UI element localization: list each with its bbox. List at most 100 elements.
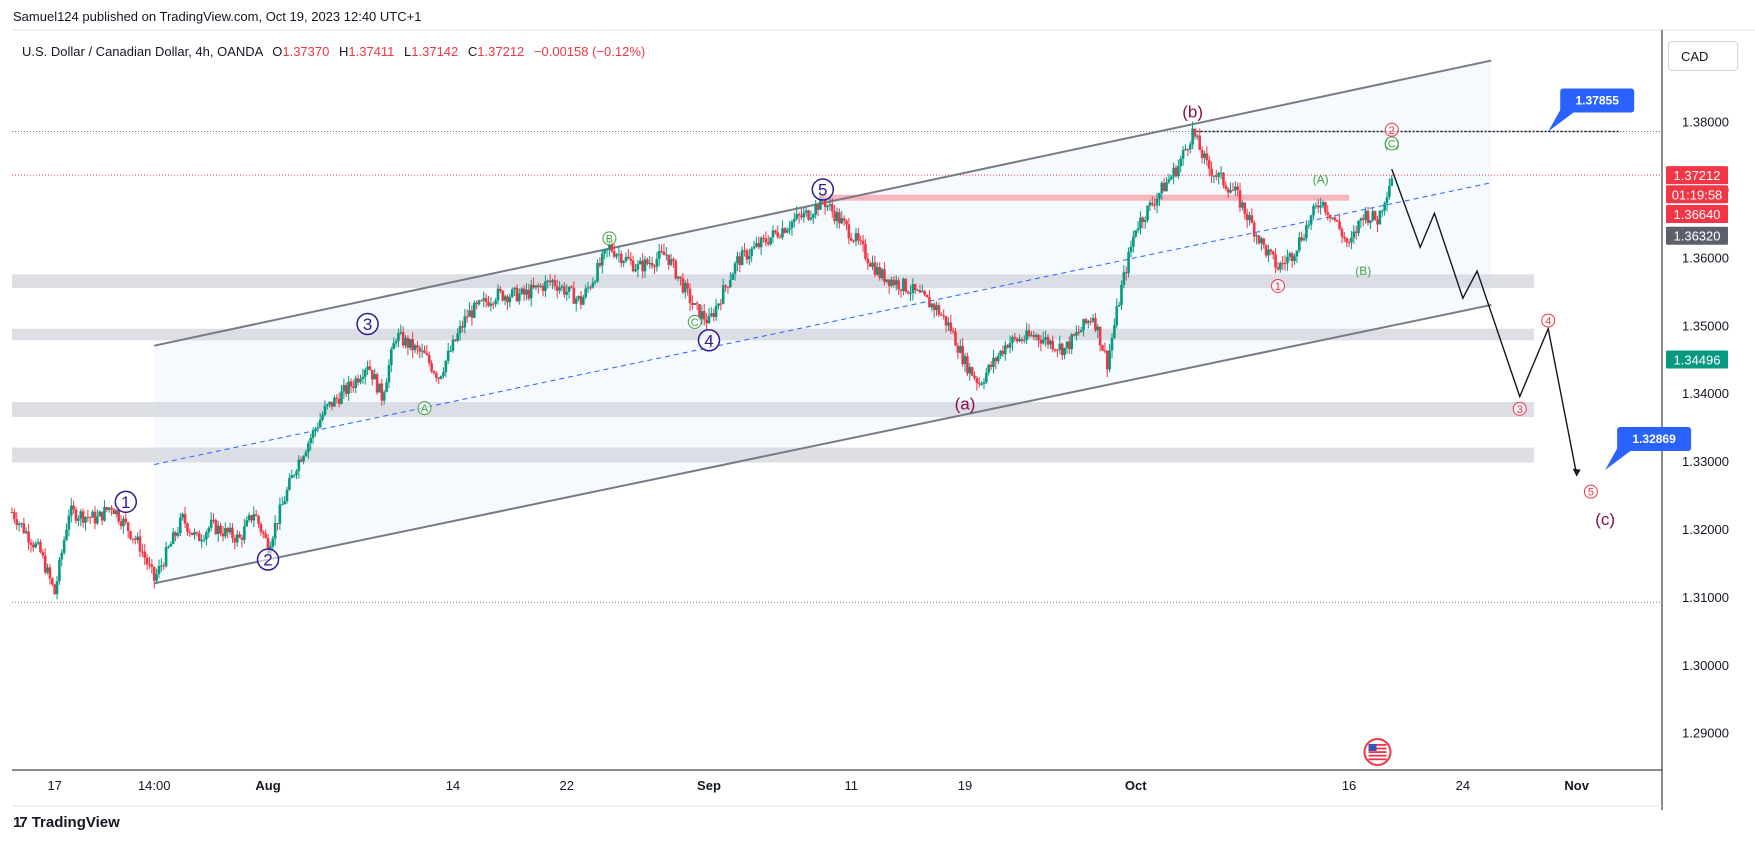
candle-body xyxy=(276,523,279,525)
candle-body xyxy=(593,281,597,283)
candle-body xyxy=(887,279,891,286)
tradingview-footer[interactable]: 17 TradingView xyxy=(13,814,120,831)
candle-body xyxy=(1328,214,1332,219)
candle-body xyxy=(1105,350,1109,370)
high-value: 1.37411 xyxy=(348,44,395,59)
candle-body xyxy=(819,195,822,210)
candle-body xyxy=(84,516,87,523)
candle-body xyxy=(496,288,500,301)
candle-body xyxy=(1354,231,1358,233)
candle-body xyxy=(546,280,550,282)
candle-body xyxy=(994,357,998,362)
candle-body xyxy=(292,475,296,477)
candle-body xyxy=(1015,338,1019,342)
candle-body xyxy=(788,228,791,230)
wave-circle xyxy=(1541,313,1556,328)
candle-body xyxy=(669,259,673,265)
candle-body xyxy=(714,305,718,318)
candle-body xyxy=(119,521,123,527)
candle-body xyxy=(238,534,241,538)
candle-body xyxy=(43,555,47,573)
candle-body xyxy=(472,302,476,318)
candle-body xyxy=(212,519,215,521)
candle-body xyxy=(1212,175,1216,177)
candle-body xyxy=(513,287,516,290)
candle-body xyxy=(790,221,794,229)
wave-circle xyxy=(602,231,617,246)
candle-body xyxy=(904,278,908,292)
candle-body xyxy=(261,531,265,534)
candle-body xyxy=(91,511,94,518)
candle-body xyxy=(126,522,130,532)
candle-body xyxy=(584,288,588,298)
resistance-band xyxy=(822,194,1350,201)
candle-body xyxy=(13,512,16,520)
candle-body xyxy=(354,378,358,388)
candle-body xyxy=(271,538,275,547)
projection-path xyxy=(1391,168,1578,475)
candle-body xyxy=(774,230,777,233)
candle-body xyxy=(423,350,426,354)
price-axis-tag: 1.34496 xyxy=(1666,350,1728,369)
candle-body xyxy=(679,276,682,279)
candle-body xyxy=(257,515,260,524)
symbol-title[interactable]: U.S. Dollar / Canadian Dollar, 4h, OANDA xyxy=(22,44,263,59)
candle-body xyxy=(420,350,424,352)
price-axis-tag: 1.37212 xyxy=(1666,166,1728,185)
wave-text: C xyxy=(691,317,699,329)
candle-body xyxy=(880,269,884,278)
candle-body xyxy=(489,303,493,306)
candle-body xyxy=(1300,237,1303,241)
candle-body xyxy=(344,385,348,394)
candle-body xyxy=(560,286,564,288)
candle-body xyxy=(1345,238,1348,243)
candle-body xyxy=(446,350,450,361)
wave-text: 3 xyxy=(1517,404,1523,416)
candle-body xyxy=(264,533,267,538)
candle-body xyxy=(1321,202,1325,206)
candle-body xyxy=(1314,205,1318,207)
candle-body xyxy=(987,364,991,373)
candle-body xyxy=(655,258,659,267)
candle-body xyxy=(892,279,896,285)
x-tick-label: 19 xyxy=(958,778,972,793)
candle-body xyxy=(51,578,54,585)
wave-label: 2 xyxy=(256,548,280,571)
open-value: 1.37370 xyxy=(282,44,330,59)
candle-body xyxy=(885,279,889,282)
candle-body xyxy=(105,507,109,510)
candle-body xyxy=(838,212,841,224)
candle-body xyxy=(695,303,699,305)
candle-body xyxy=(288,478,291,490)
candle-body xyxy=(996,356,1000,362)
candle-body xyxy=(852,240,855,242)
candle-body xyxy=(1181,150,1185,159)
candle-body xyxy=(449,350,452,352)
candle-body xyxy=(840,218,844,224)
candle-body xyxy=(1357,220,1360,233)
candle-body xyxy=(1120,285,1123,306)
candle-body xyxy=(963,356,967,365)
candle-body xyxy=(197,533,201,542)
candle-body xyxy=(1302,238,1306,241)
candle-body xyxy=(771,230,775,238)
candle-body xyxy=(970,367,974,376)
candle-body xyxy=(160,565,163,567)
candle-body xyxy=(1086,320,1090,324)
candle-body xyxy=(340,391,343,404)
candle-body xyxy=(373,374,377,380)
currency-button[interactable]: CAD xyxy=(1668,41,1738,71)
candle-body xyxy=(536,285,540,287)
low-label: L xyxy=(404,44,412,59)
candle-body xyxy=(1077,332,1081,334)
price-axis-tag: 1.36640 xyxy=(1666,204,1728,223)
candle-body xyxy=(337,398,341,404)
candle-body xyxy=(553,280,557,286)
candle-body xyxy=(1060,343,1064,356)
candle-body xyxy=(1008,342,1012,348)
candle-body xyxy=(131,538,135,540)
candle-body xyxy=(451,339,455,351)
candle-body xyxy=(1117,305,1121,307)
candle-body xyxy=(342,385,346,392)
